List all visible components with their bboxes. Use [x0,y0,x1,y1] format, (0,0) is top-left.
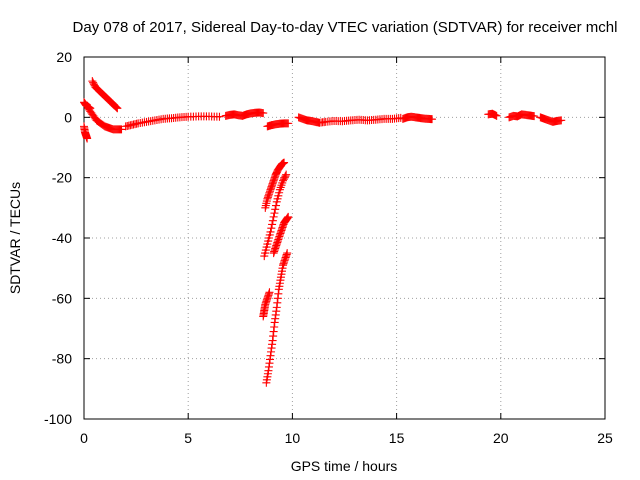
data-point [284,212,293,221]
grid [84,57,605,419]
data-point [284,119,293,128]
y-tick-label: -40 [52,230,72,246]
x-axis-label: GPS time / hours [291,458,398,474]
data-point [117,125,126,134]
data-point [428,115,437,124]
x-tick-label: 10 [285,430,301,446]
series-sat-j [484,109,501,120]
series-sat-i [398,112,437,124]
data-points [80,77,566,387]
series-sat-n [260,170,291,261]
data-point [270,209,279,218]
y-tick-label: -60 [52,290,72,306]
x-tick-label: 20 [493,430,509,446]
data-point [113,104,122,113]
data-point [111,102,120,111]
series-sat-f [221,108,268,120]
y-tick-label: -20 [52,170,72,186]
x-tick-label: 5 [184,430,192,446]
series-sat-d [84,104,126,134]
data-point [268,220,277,229]
data-point [266,227,275,236]
series-sat-m [261,158,289,212]
data-point [215,112,224,121]
data-point [283,249,292,258]
series-sat-l [536,113,566,126]
data-point [268,216,277,225]
data-point [267,224,276,233]
data-point [492,111,501,120]
data-point [269,212,278,221]
data-point [557,116,566,125]
series-sat-q [269,212,293,258]
y-tick-label: 20 [56,49,72,65]
data-point [530,112,539,121]
data-point [271,205,280,214]
series-sat-e [121,112,224,131]
y-tick-label: -100 [44,411,72,427]
axis-ticks: 0 5 10 15 20 25 20 0 -20 -40 -60 -80 -100 [44,49,613,446]
series-sat-h [294,113,405,127]
series-sat-c [88,77,122,113]
series-sat-k [505,110,539,122]
series-sat-g [263,119,293,131]
y-tick-label: -80 [52,351,72,367]
data-point [259,109,268,118]
series-sat-o [262,249,292,387]
series-sat-p [259,288,274,321]
data-point [265,288,274,297]
x-tick-label: 15 [389,430,405,446]
x-tick-label: 25 [597,430,613,446]
x-tick-label: 0 [80,430,88,446]
data-point [281,172,290,181]
data-point [112,103,121,112]
series-sat-a [80,122,92,143]
data-point [280,158,289,167]
y-axis-label: SDTVAR / TECUs [7,182,23,294]
chart-title: Day 078 of 2017, Sidereal Day-to-day VTE… [73,19,618,36]
data-point [282,170,291,179]
data-point [271,201,280,210]
y-tick-label: 0 [64,109,72,125]
data-point [83,134,92,143]
